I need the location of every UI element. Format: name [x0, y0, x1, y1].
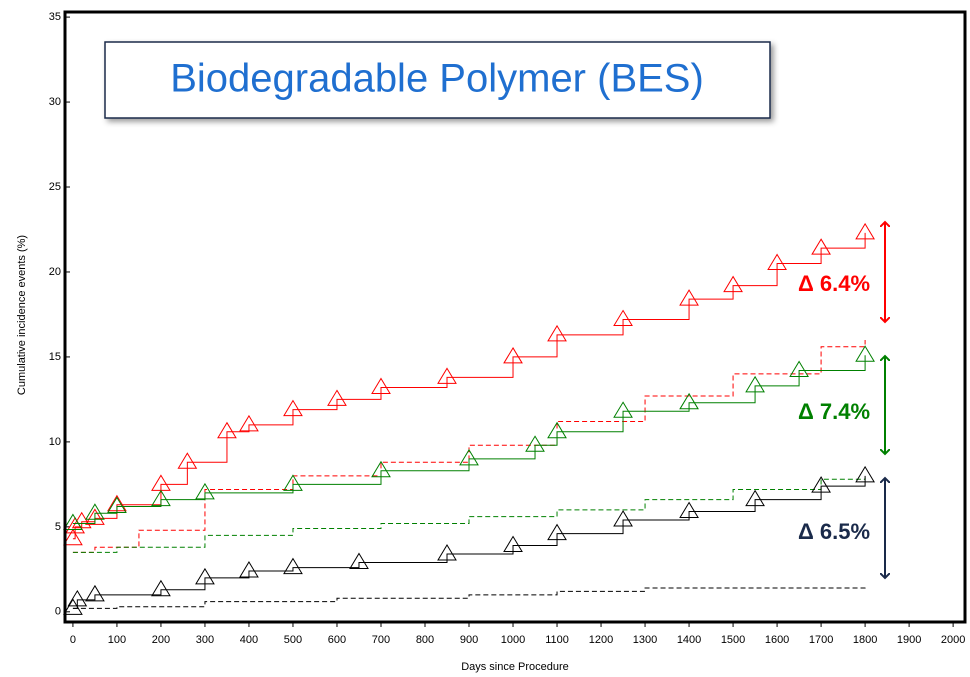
y-tick-label: 20: [49, 266, 61, 278]
marker: [371, 460, 391, 478]
title-box: [104, 41, 771, 119]
marker: [327, 389, 347, 406]
x-tick-label: 200: [152, 634, 170, 646]
marker: [855, 345, 875, 362]
marker: [63, 528, 83, 546]
marker: [789, 360, 809, 378]
x-axis-label: Days since Procedure: [461, 661, 569, 673]
marker: [283, 474, 303, 491]
marker: [613, 510, 633, 527]
marker: [503, 535, 523, 553]
marker: [349, 552, 369, 570]
x-tick-label: 1600: [765, 634, 789, 646]
x-tick-label: 700: [372, 634, 390, 646]
marker: [371, 377, 391, 395]
series-line: [72, 232, 866, 540]
chart-title: Biodegradable Polymer (BES): [170, 57, 704, 101]
x-tick-label: 1200: [589, 634, 613, 646]
y-tick-label: 5: [55, 521, 61, 533]
marker: [723, 275, 743, 293]
marker: [85, 584, 105, 602]
x-tick-label: 1000: [501, 634, 525, 646]
marker: [679, 392, 699, 410]
marker: [811, 476, 831, 493]
y-tick-label: 15: [49, 351, 61, 363]
label-bg: [786, 398, 882, 428]
y-tick-label: 30: [49, 96, 61, 108]
marker: [151, 579, 171, 597]
marker: [283, 557, 303, 575]
series-line: [72, 355, 866, 524]
marker: [767, 253, 787, 270]
marker: [85, 508, 105, 525]
x-tick-label: 2000: [941, 634, 965, 646]
x-tick-label: 1400: [677, 634, 701, 646]
marker: [547, 324, 567, 342]
marker: [437, 544, 457, 561]
marker: [503, 346, 523, 364]
marker: [613, 401, 633, 418]
marker: [745, 375, 765, 393]
y-tick-label: 25: [49, 181, 61, 193]
x-tick-label: 300: [196, 634, 214, 646]
plot-layer: 0 100 200 300 400 500 600 700 800 900 1000 1100 1200…: [49, 11, 966, 646]
x-tick-label: 400: [240, 634, 258, 646]
marker: [195, 567, 215, 585]
marker: [195, 482, 215, 500]
marker: [239, 561, 259, 578]
marker: [679, 501, 699, 519]
marker: [71, 511, 92, 529]
series-line: [72, 477, 866, 553]
marker: [85, 503, 105, 520]
x-tick-label: 600: [328, 634, 346, 646]
x-tick-label: 1100: [545, 634, 569, 646]
annotation: Δ 6.5%: [798, 519, 870, 544]
x-tick-label: 0: [70, 634, 76, 646]
annotation: Δ 6.4%: [798, 271, 870, 296]
label-bg: [786, 518, 882, 548]
marker: [107, 496, 127, 513]
x-tick-label: 1800: [853, 634, 877, 646]
marker: [63, 598, 83, 615]
x-tick-label: 1300: [633, 634, 657, 646]
label-bg: [786, 270, 882, 300]
marker: [283, 399, 303, 417]
marker: [151, 489, 171, 507]
x-tick-label: 1900: [897, 634, 921, 646]
plot-frame: [63, 10, 967, 624]
y-tick-label: 35: [49, 11, 61, 23]
marker: [679, 289, 699, 306]
marker: [437, 367, 457, 384]
marker: [547, 421, 567, 439]
series-line: [72, 586, 866, 609]
marker: [63, 513, 83, 530]
y-axis-label: Cumulative incidence events (%): [16, 235, 28, 395]
marker: [855, 222, 875, 240]
marker: [855, 465, 875, 483]
x-tick-label: 100: [108, 634, 126, 646]
marker: [811, 238, 831, 255]
marker: [239, 414, 259, 432]
x-tick-label: 500: [284, 634, 302, 646]
marker: [525, 435, 545, 452]
y-tick-label: 0: [55, 606, 61, 618]
x-tick-label: 1500: [721, 634, 745, 646]
marker: [217, 421, 237, 439]
x-tick-label: 800: [416, 634, 434, 646]
series-line: [72, 339, 866, 553]
marker: [67, 589, 88, 607]
y-tick-label: 10: [49, 436, 61, 448]
annotation: Δ 7.4%: [798, 399, 870, 424]
x-tick-label: 900: [460, 634, 478, 646]
marker: [459, 448, 479, 466]
marker: [547, 523, 567, 541]
series-line: [72, 475, 866, 609]
marker: [613, 309, 633, 327]
x-tick-label: 1700: [809, 634, 833, 646]
marker: [745, 489, 765, 507]
marker: [177, 452, 198, 469]
